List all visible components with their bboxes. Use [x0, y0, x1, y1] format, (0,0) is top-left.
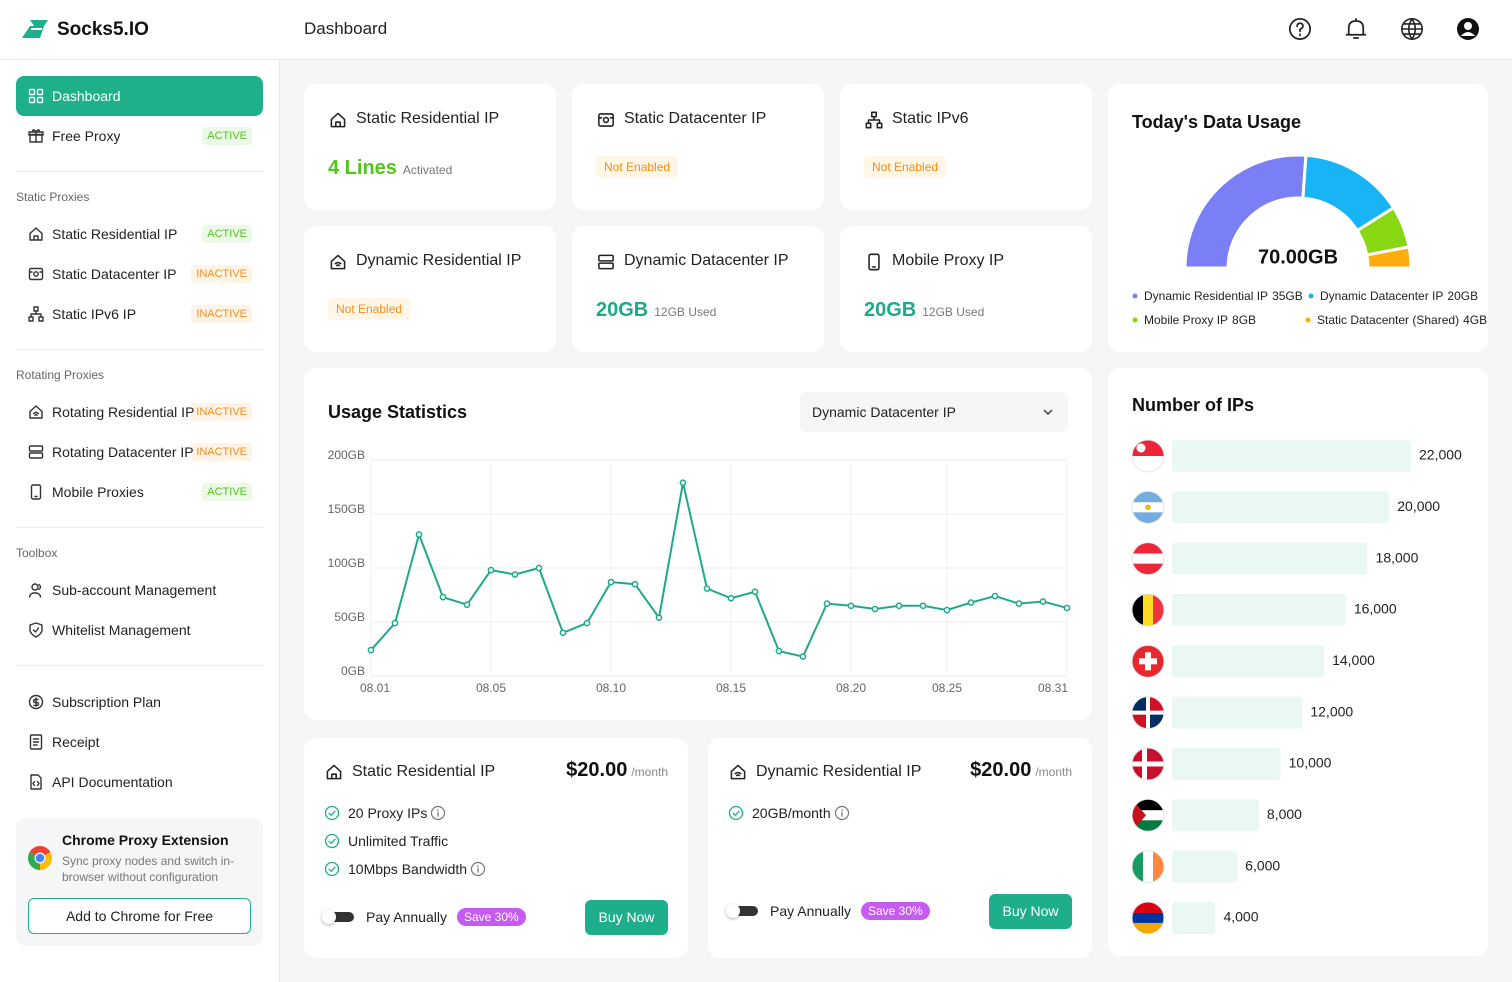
nav-item[interactable]: Rotating Residential IP — [52, 404, 195, 420]
status-badge: INACTIVE — [191, 265, 252, 283]
product-card — [304, 84, 556, 210]
product-amount: 20GB — [864, 299, 917, 321]
nav-item[interactable]: Dashboard — [52, 88, 121, 104]
legend-value: 4GB — [1463, 313, 1488, 327]
product-name: Dynamic Datacenter IP — [624, 252, 789, 269]
product-usage: 4 Lines Activated — [328, 157, 452, 180]
status-badge: INACTIVE — [191, 305, 252, 323]
product-card — [572, 84, 824, 210]
nav-item[interactable]: Static Datacenter IP — [52, 266, 177, 282]
product-card — [840, 84, 1092, 210]
nav-item[interactable]: Static Residential IP — [52, 226, 178, 242]
plan-price: $20.00/month — [970, 759, 1072, 782]
nav-item[interactable]: API Documentation — [52, 774, 173, 790]
selector-value: Dynamic Datacenter IP — [812, 404, 956, 420]
product-card — [840, 226, 1092, 352]
toggle[interactable] — [328, 912, 354, 922]
legend-value: 35GB — [1272, 289, 1303, 303]
toggle[interactable] — [732, 906, 758, 916]
status-badge: INACTIVE — [191, 443, 252, 461]
section-heading: Rotating Proxies — [16, 367, 105, 382]
extension-title: Chrome Proxy Extension — [62, 832, 229, 848]
product-amount: 20GB — [596, 299, 649, 321]
nav-item[interactable]: Static IPv6 IP — [52, 306, 137, 322]
divider — [16, 665, 263, 666]
product-note: Activated — [402, 163, 453, 177]
product-status: Not Enabled — [596, 156, 679, 178]
section-heading: Toolbox — [16, 545, 58, 560]
ips-card — [1108, 368, 1488, 956]
status-badge: ACTIVE — [202, 127, 252, 145]
legend-name: Mobile Proxy IP — [1144, 313, 1229, 327]
legend-item: Dynamic Datacenter IP 20GB — [1320, 287, 1478, 305]
plan-amount: $20.00 — [970, 759, 1032, 781]
product-note: 12GB Used — [922, 305, 985, 319]
extension-description: Sync proxy nodes and switch in-browser w… — [62, 854, 235, 884]
page-title: Dashboard — [304, 19, 388, 38]
plan-period: /month — [631, 765, 668, 779]
legend-item: Static Datacenter (Shared) 4GB — [1317, 311, 1487, 329]
section-heading: Static Proxies — [16, 189, 90, 204]
legend-value: 20GB — [1447, 289, 1479, 303]
buy-button[interactable]: Buy Now — [585, 900, 668, 935]
nav-active[interactable] — [16, 76, 263, 116]
plan-price: $20.00/month — [566, 759, 668, 782]
chart-title: Number of IPs — [1132, 394, 1255, 415]
header — [0, 0, 1512, 60]
status-badge: ACTIVE — [202, 483, 252, 501]
toggle-label: Pay Annually — [366, 909, 447, 925]
toggle-knob — [726, 904, 740, 918]
product-name: Static Residential IP — [356, 110, 500, 127]
legend-name: Dynamic Residential IP — [1144, 289, 1269, 303]
plan-feature: 10Mbps Bandwidth — [348, 861, 468, 877]
product-usage: 20GB 12GB Used — [864, 299, 984, 322]
buy-button[interactable]: Buy Now — [989, 894, 1072, 929]
nav-item[interactable]: Whitelist Management — [52, 622, 191, 638]
product-name: Static IPv6 — [892, 110, 969, 127]
legend-value: 8GB — [1232, 313, 1257, 327]
plan-feature: 20GB/month — [752, 805, 831, 821]
legend-name: Static Datacenter (Shared) — [1317, 313, 1460, 327]
plan-name: Dynamic Residential IP — [756, 763, 922, 780]
chart-title: Today's Data Usage — [1132, 111, 1302, 132]
nav-item[interactable]: Rotating Datacenter IP — [52, 444, 194, 460]
toggle-label: Pay Annually — [770, 903, 851, 919]
plan-amount: $20.00 — [566, 759, 628, 781]
selector[interactable] — [800, 392, 1068, 432]
product-name: Dynamic Residential IP — [356, 252, 522, 269]
chart-title: Usage Statistics — [328, 401, 468, 422]
extension-button[interactable]: Add to Chrome for Free — [28, 898, 251, 934]
divider — [16, 527, 263, 528]
nav-item[interactable]: Mobile Proxies — [52, 484, 144, 500]
product-name: Mobile Proxy IP — [892, 252, 1005, 269]
product-card — [304, 226, 556, 352]
legend-item: Mobile Proxy IP 8GB — [1144, 311, 1256, 329]
nav-item[interactable]: Sub-account Management — [52, 582, 217, 598]
product-usage: 20GB 12GB Used — [596, 299, 716, 322]
legend-name: Dynamic Datacenter IP — [1320, 289, 1444, 303]
brand: Socks5.IO — [57, 18, 149, 40]
status-badge: ACTIVE — [202, 225, 252, 243]
nav-item[interactable]: Free Proxy — [52, 128, 121, 144]
divider — [16, 349, 263, 350]
product-name: Static Datacenter IP — [624, 110, 767, 127]
toggle-knob — [322, 910, 336, 924]
discount-badge: Save 30% — [457, 908, 526, 926]
nav-item[interactable]: Subscription Plan — [52, 694, 161, 710]
product-card — [572, 226, 824, 352]
product-status: Not Enabled — [864, 156, 947, 178]
legend-item: Dynamic Residential IP 35GB — [1144, 287, 1303, 305]
status-badge: INACTIVE — [191, 403, 252, 421]
divider — [16, 171, 263, 172]
plan-name: Static Residential IP — [352, 763, 496, 780]
plan-feature: Unlimited Traffic — [348, 833, 449, 849]
product-amount: 4 Lines — [328, 157, 397, 179]
nav-item[interactable]: Receipt — [52, 734, 100, 750]
product-note: 12GB Used — [654, 305, 717, 319]
plan-period: /month — [1035, 765, 1072, 779]
discount-badge: Save 30% — [861, 902, 930, 920]
plan-feature: 20 Proxy IPs — [348, 805, 428, 821]
product-status: Not Enabled — [328, 298, 411, 320]
